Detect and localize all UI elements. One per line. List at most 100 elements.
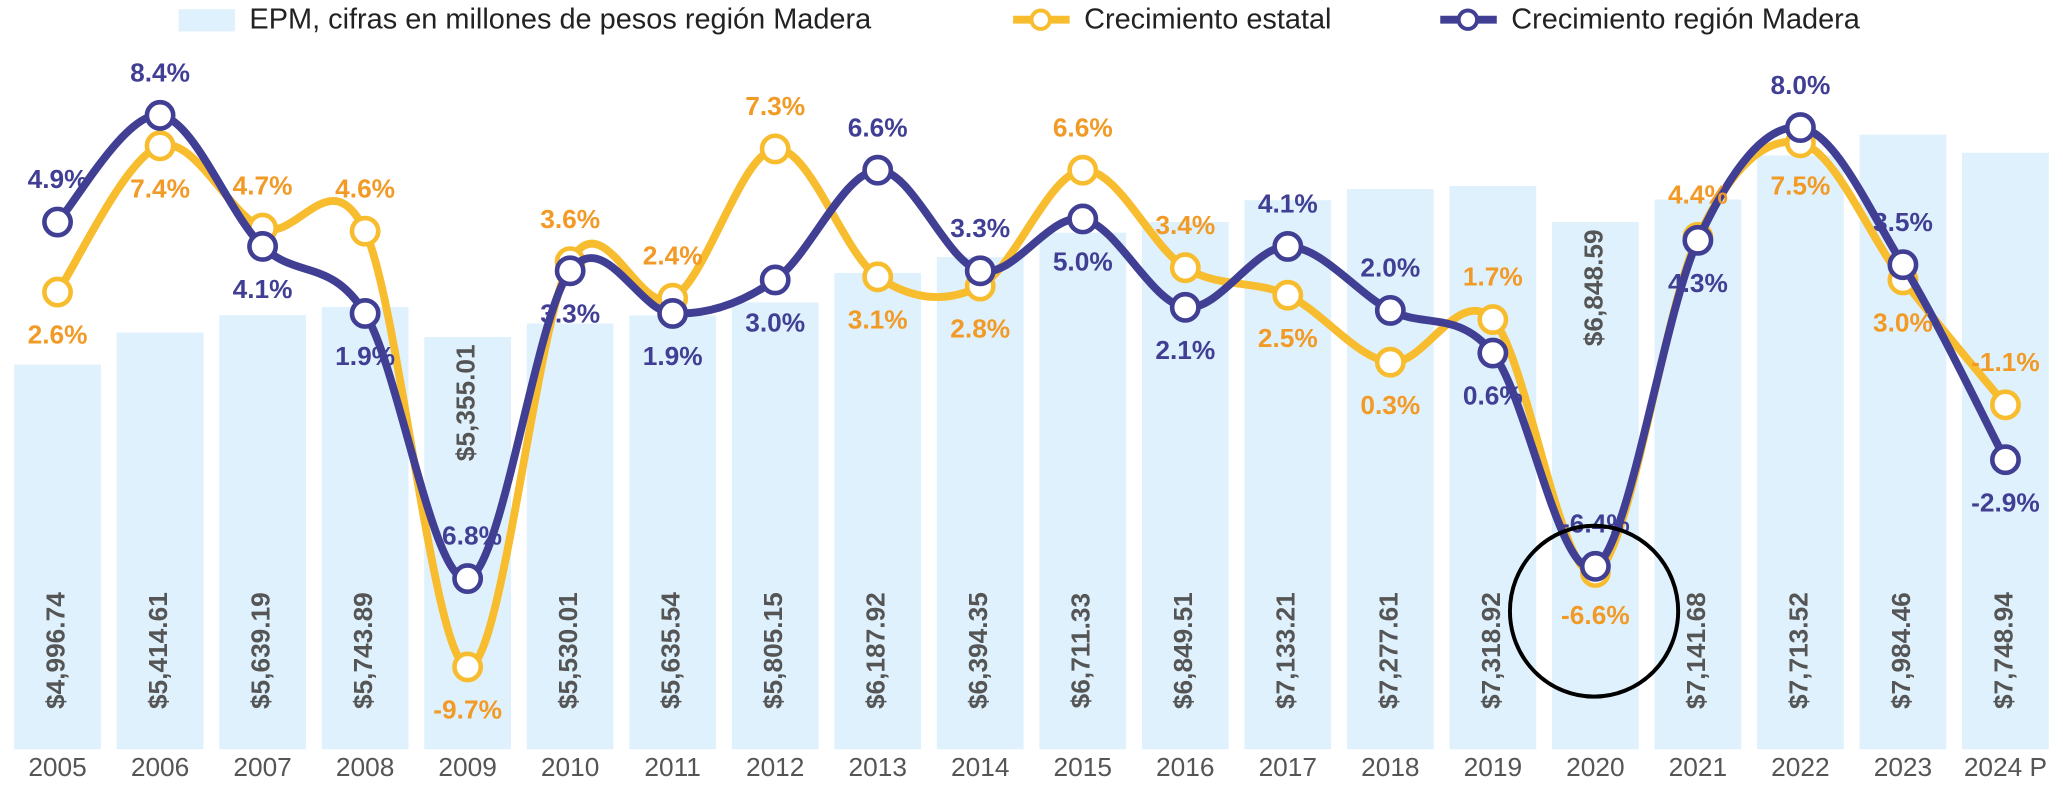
line-value-label: 4.4% [1668,179,1728,209]
x-tick-label: 2018 [1361,752,1419,782]
bar-value-label: $4,996.74 [40,592,70,709]
x-tick-label: 2012 [746,752,804,782]
legend-label: Crecimiento región Madera [1511,4,1861,36]
line-marker [247,230,279,262]
line-value-label: 7.5% [1770,170,1830,200]
bar [1039,232,1127,750]
highlight-circle [1507,523,1681,699]
bar-value-label: $7,748.94 [1988,592,2018,709]
line-value-label: -6.6% [1561,600,1630,630]
x-tick-label: 2016 [1156,752,1214,782]
bar-value-label: $6,849.51 [1168,592,1198,709]
line-value-label: 3.6% [540,204,600,234]
bar-value-label: $6,711.33 [1066,593,1096,708]
bar-value-label: $5,805.15 [758,592,788,709]
line-value-label: 4.3% [1668,268,1728,298]
line-value-label: 1.7% [1463,262,1523,292]
x-tick-label: 2017 [1259,752,1317,782]
x-tick-label: 2020 [1566,752,1624,782]
bar-value-label: $7,984.46 [1886,592,1916,709]
line-marker [1477,337,1509,369]
bar [834,272,922,750]
line-value-label: 4.6% [335,173,395,203]
line-value-label: 7.4% [130,173,190,203]
legend-swatch-marker [1029,8,1052,31]
line-value-label: 2.5% [1258,323,1318,353]
bar [1346,189,1434,750]
line-marker [1887,249,1919,281]
line-marker [759,133,791,165]
line-value-label: 7.3% [745,91,805,121]
line-value-label: 3.0% [1873,308,1933,338]
bar-value-label: $7,141.68 [1681,592,1711,709]
line-marker [452,651,484,683]
line-value-label: 5.0% [1053,247,1113,277]
line-value-label: 3.5% [1873,207,1933,237]
x-tick-label: 2011 [644,752,700,782]
x-tick-label: 2014 [951,752,1009,782]
bar [629,315,717,750]
line-value-label: 3.4% [1155,210,1215,240]
line-marker [1579,550,1611,582]
bar-value-label: $5,639.19 [246,592,276,709]
line-value-label: -6.4% [1561,509,1630,539]
bar [936,257,1024,750]
line-value-label: 4.1% [233,274,293,304]
bar [1654,199,1742,750]
x-tick-label: 2022 [1771,752,1829,782]
line-marker [1784,112,1816,144]
line-value-label: 1.9% [643,341,703,371]
bar [1551,222,1639,750]
line-value-label: 6.6% [1053,112,1113,142]
line-value-label: 2.0% [1360,253,1420,283]
line-marker [144,130,176,162]
legend-label: EPM, cifras en millones de pesos región … [249,4,872,36]
line-marker [759,264,791,296]
line-marker [862,261,894,293]
line-value-label: 4.1% [1258,189,1318,219]
line-marker [964,255,996,287]
line-value-label: 0.6% [1463,381,1523,411]
bar-value-label: $7,713.52 [1783,592,1813,709]
x-tick-label: 2015 [1054,752,1112,782]
bar [731,302,819,750]
line-marker [349,298,381,329]
x-tick-label: 2021 [1669,752,1727,782]
line-value-label: 2.1% [1155,335,1215,365]
lines [42,99,2021,683]
legend-swatch [178,9,235,32]
bar-value-label: $5,530.01 [553,592,583,709]
bar [526,323,614,750]
line-value-label: -1.1% [1971,347,2040,377]
line-value-label: 0.3% [1360,390,1420,420]
bar [14,364,101,750]
bar-value-label: $6,394.35 [963,592,993,709]
line-marker [1374,294,1406,326]
line-marker [1374,346,1406,378]
line-value-label: 4.7% [233,170,293,200]
line [54,111,2009,583]
line-marker [42,276,73,308]
bar-value-label: $5,355.01 [451,344,481,461]
line-marker [1272,230,1304,262]
line-value-label: -6.8% [433,521,502,551]
line-marker [452,563,484,594]
line-marker [1682,224,1714,256]
x-tick-label: 2008 [336,752,394,782]
line-value-label: 2.8% [950,314,1010,344]
line-marker [1169,252,1201,284]
x-tick-label: 2019 [1464,752,1522,782]
x-tick-label: 2009 [438,752,496,782]
line-marker [349,215,381,247]
line-value-label: 3.0% [745,308,805,338]
x-tick-label: 2005 [28,752,86,782]
bar-value-label: $6,848.59 [1578,229,1608,346]
x-tick-label: 2007 [233,752,291,782]
line-marker [42,206,73,238]
bar [116,332,204,750]
bar-value-label: $7,318.92 [1476,592,1506,709]
line-value-label: 3.3% [540,298,600,328]
bar-value-label: $5,635.54 [656,592,686,709]
line-marker [1169,291,1201,323]
